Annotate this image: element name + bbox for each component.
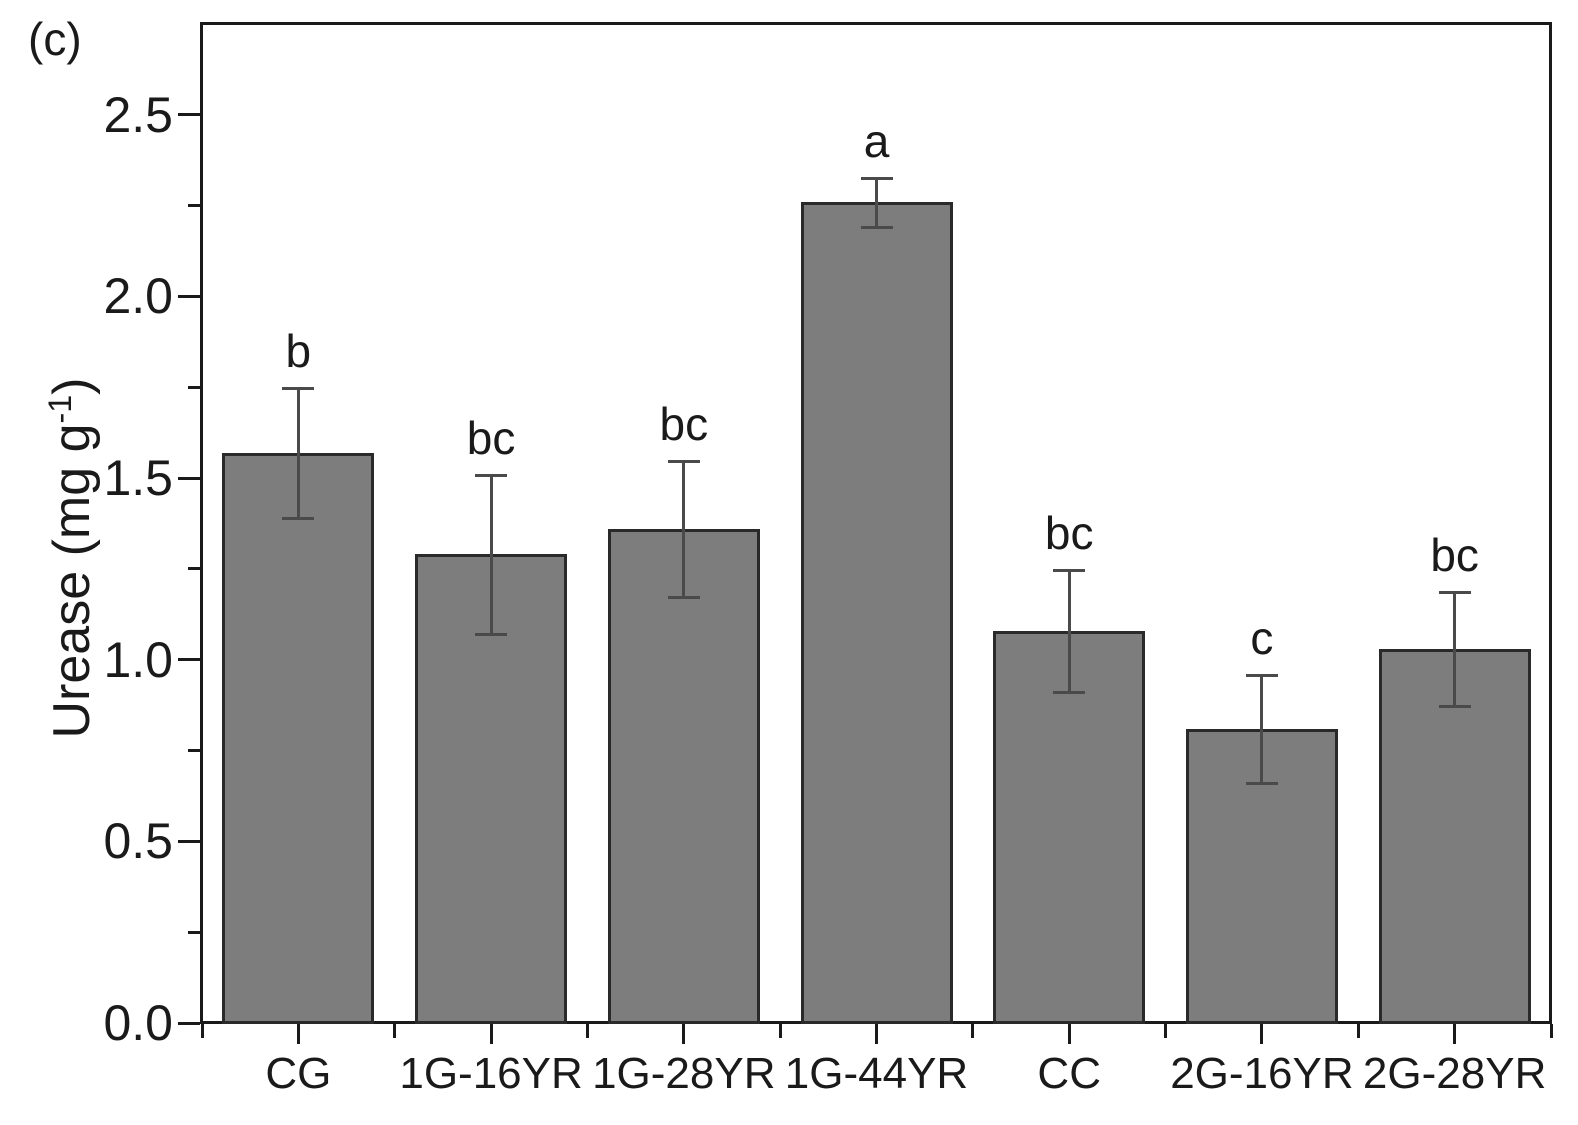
bar [415,554,568,1024]
x-tick-label: 1G-16YR [399,1049,583,1098]
x-major-tick [1260,1024,1264,1044]
y-major-tick [178,658,200,662]
y-axis-title-close: ) [43,377,102,395]
error-bar-bottom-cap [1438,705,1471,709]
y-major-tick [178,113,200,117]
y-minor-tick [188,930,200,934]
x-tick-label: CG [265,1049,332,1098]
x-tick-label: 2G-28YR [1362,1049,1547,1098]
bar [800,202,953,1024]
significance-letter: bc [1430,528,1479,581]
x-tick-label: 1G-44YR [784,1049,969,1098]
y-tick-label: 2.5 [103,86,173,143]
x-minor-tick [200,1024,204,1038]
error-bar-bottom-cap [282,516,315,520]
significance-letter: b [285,325,312,378]
bar [1378,648,1531,1024]
y-tick-label: 1.5 [103,450,173,507]
significance-letter: c [1250,612,1274,665]
significance-letter: bc [1044,506,1094,559]
x-tick-label: 1G-28YR [592,1049,776,1098]
error-bar [1067,568,1071,693]
x-major-tick [682,1024,686,1044]
error-bar [1453,590,1457,707]
x-tick-label: 2G-16YR [1170,1049,1354,1098]
x-minor-tick [585,1024,589,1038]
x-major-tick [296,1024,300,1044]
y-minor-tick [188,749,200,753]
bar [607,528,760,1024]
error-bar [296,387,300,519]
x-tick-label: CC [1037,1049,1101,1098]
x-major-tick [1453,1024,1457,1044]
error-bar [875,176,878,228]
x-minor-tick [971,1024,975,1038]
error-bar-bottom-cap [475,632,508,636]
x-minor-tick [1549,1024,1553,1038]
x-minor-tick [1164,1024,1168,1038]
y-tick-label: 1.0 [103,631,173,688]
y-tick-label: 0.5 [103,813,173,870]
error-bar-bottom-cap [860,225,893,229]
y-tick-label: 2.0 [103,268,173,325]
significance-letter: bc [659,397,709,450]
y-minor-tick [188,385,200,389]
x-minor-tick [778,1024,782,1038]
y-axis-title-superscript: -1 [41,394,78,424]
error-bar-bottom-cap [1053,690,1086,694]
error-bar-top-cap [1245,674,1278,678]
error-bar-top-cap [1438,590,1471,594]
y-tick-label: 0.0 [103,995,173,1051]
bar [993,630,1146,1024]
panel-label: (c) [28,13,82,65]
y-major-tick [178,294,200,298]
error-bar [489,474,493,635]
x-minor-tick [1356,1024,1360,1038]
significance-letter: a [863,114,890,167]
error-bar-bottom-cap [667,596,700,600]
error-bar [1260,674,1264,784]
y-minor-tick [188,204,200,208]
error-bar-top-cap [860,176,893,180]
significance-letter: bc [466,412,516,465]
error-bar [682,459,686,598]
error-bar-top-cap [475,474,508,478]
x-major-tick [875,1024,878,1044]
x-major-tick [1067,1024,1071,1044]
bar [1185,728,1338,1024]
y-major-tick [178,1021,200,1025]
y-major-tick [178,476,200,480]
bar [222,452,375,1024]
x-major-tick [489,1024,493,1044]
y-minor-tick [188,567,200,571]
error-bar-top-cap [667,459,700,463]
error-bar-bottom-cap [1245,781,1278,785]
error-bar-top-cap [1053,568,1086,572]
error-bar-top-cap [282,387,315,391]
x-minor-tick [393,1024,397,1038]
y-major-tick [178,839,200,843]
